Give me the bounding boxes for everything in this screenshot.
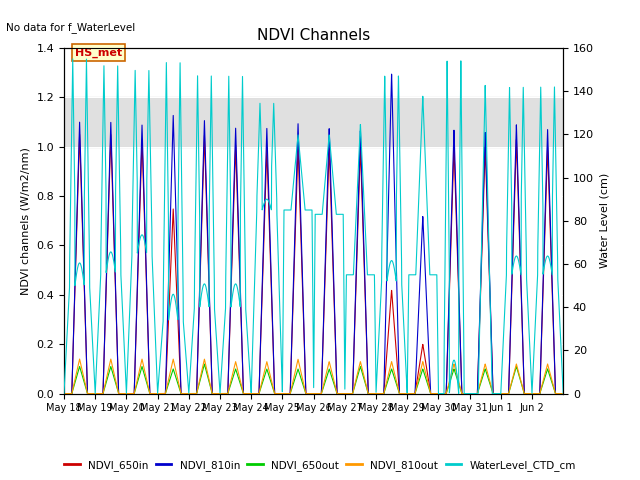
- Y-axis label: NDVI channels (W/m2/nm): NDVI channels (W/m2/nm): [21, 147, 31, 295]
- Bar: [64, 97, 563, 147]
- Text: HS_met: HS_met: [75, 48, 122, 58]
- Title: NDVI Channels: NDVI Channels: [257, 28, 370, 43]
- Legend: NDVI_650in, NDVI_810in, NDVI_650out, NDVI_810out, WaterLevel_CTD_cm: NDVI_650in, NDVI_810in, NDVI_650out, NDV…: [60, 456, 580, 475]
- Y-axis label: Water Level (cm): Water Level (cm): [600, 173, 610, 268]
- Text: No data for f_WaterLevel: No data for f_WaterLevel: [6, 22, 136, 33]
